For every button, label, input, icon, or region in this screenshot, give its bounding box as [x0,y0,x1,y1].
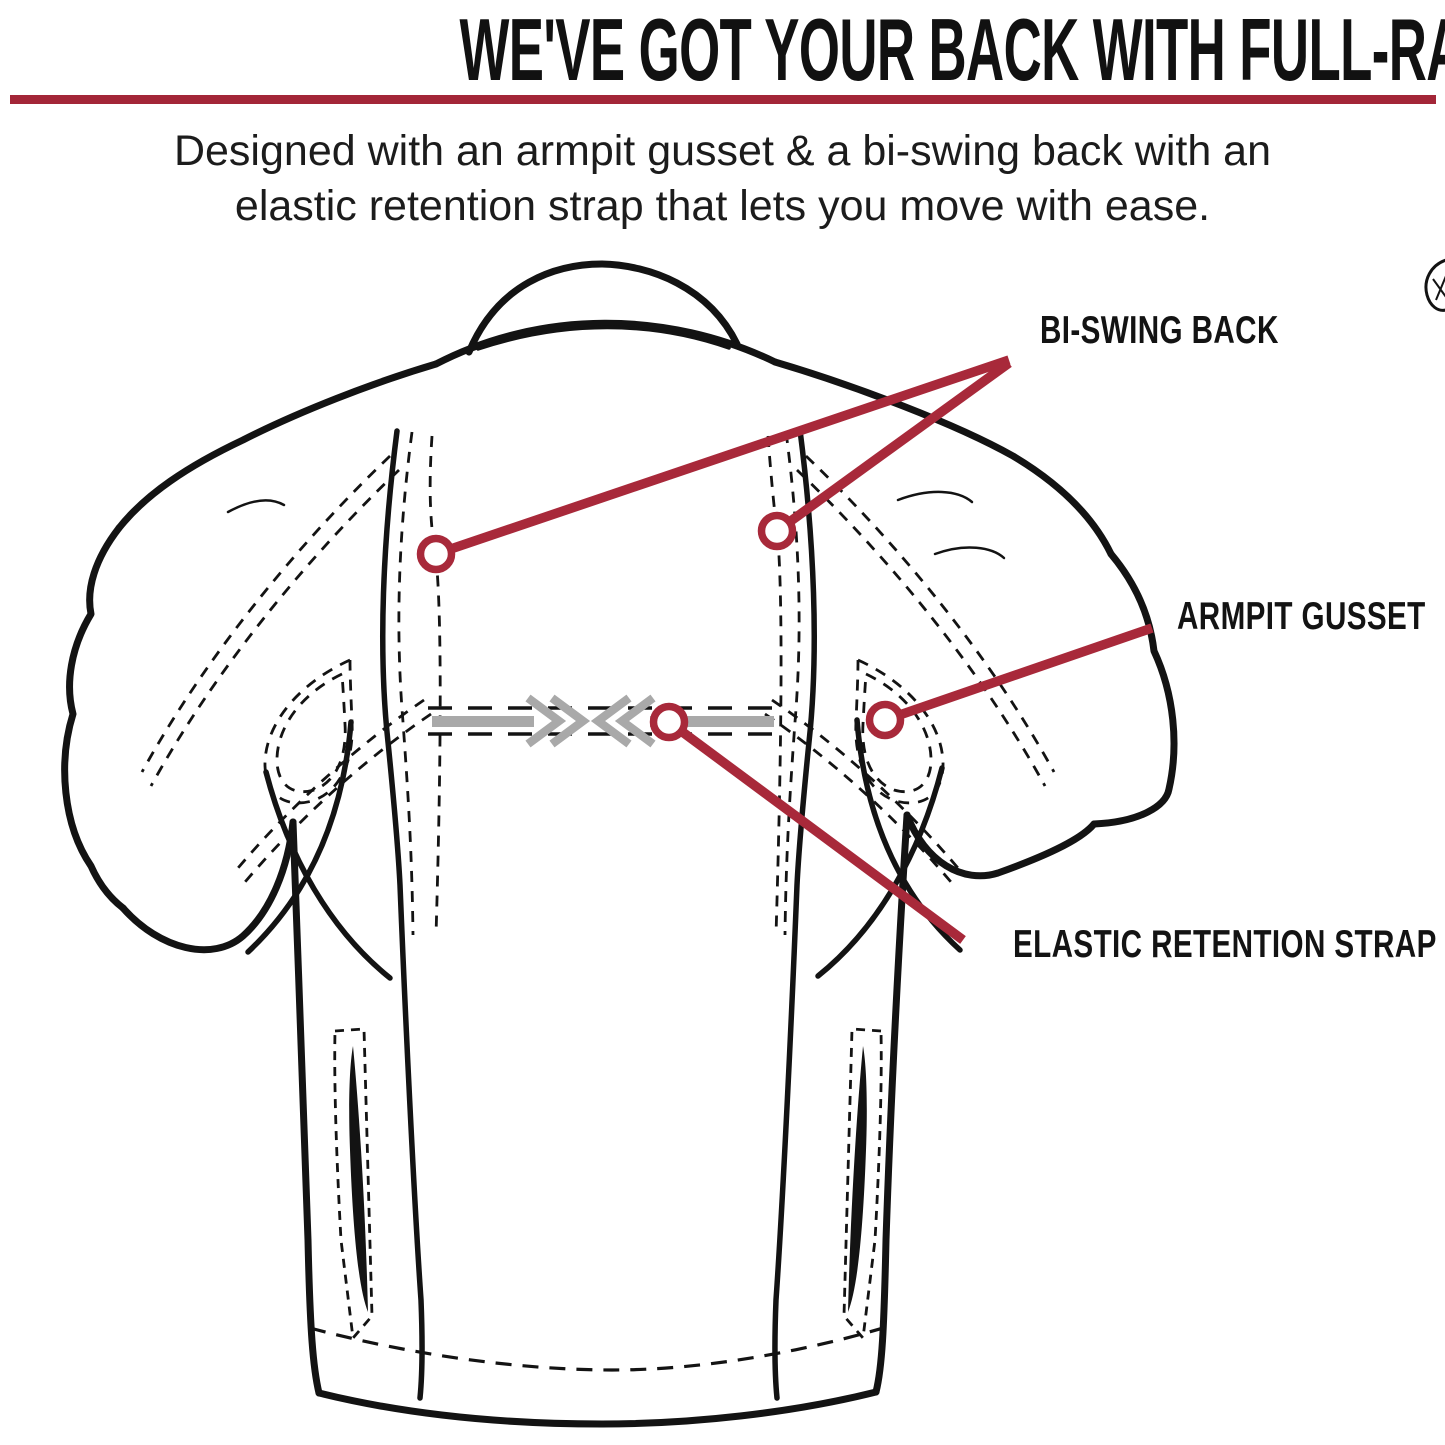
stitching-lines [140,431,1056,1372]
bottom-hem [315,1388,880,1428]
collar-outline [465,260,741,356]
subtitle-line-1: Designed with an armpit gusset & a bi-sw… [173,127,1272,175]
pocket-openings [349,1046,867,1312]
right-pleat-seam [772,427,817,1401]
right-pocket-stitching [842,1027,883,1342]
bi-swing-leader-left [434,355,1011,559]
page-title: WE'VE GOT YOUR BACK WITH FULL-RANGE MOBI… [459,0,1445,99]
stretch-arrows-icon [525,694,656,748]
hem-stitching [309,1324,891,1372]
label-bi-swing-back: BI-SWING BACK [1040,309,1279,352]
subtitle: Designed with an armpit gusset & a bi-sw… [0,124,1445,234]
right-shoulder [771,358,1115,558]
collar-inner-seam [476,325,731,351]
marker-elastic-strap [649,702,689,742]
left-shoulder [115,360,440,532]
left-sleeve-outline [61,524,127,912]
fabric-wrinkle [226,499,286,514]
marker-armpit-gusset [865,700,905,740]
red-divider-rule [10,95,1436,104]
label-armpit-gusset: ARMPIT GUSSET [1177,595,1426,638]
subtitle-line-2: elastic retention strap that lets you mo… [234,182,1211,230]
bi-swing-leader-right [774,359,1012,535]
marker-bi-swing-left [416,534,456,574]
strap-bar-left [432,716,534,727]
label-elastic-retention-strap: ELASTIC RETENTION STRAP [1013,923,1437,966]
strap-bar-right [650,716,774,727]
left-pleat-seam [380,428,425,1401]
body-right-edge [872,811,911,1396]
jacket-outline [61,260,1178,1428]
right-armpit-gusset [854,658,945,805]
left-pocket-stitching [333,1027,374,1342]
armpit-gusset-leader [883,623,1154,725]
callout-lines [434,355,1154,944]
elastic-strap-graphic [428,694,776,748]
right-sleeve-outline [1090,550,1178,828]
body-left-edge [289,818,323,1397]
elastic-strap-leader [666,718,966,944]
left-armpit-gusset [263,658,354,805]
marker-bi-swing-right [757,511,797,551]
clipped-emblem-mark [1424,258,1445,312]
right-pocket-opening [848,1046,867,1312]
left-pocket-opening [349,1046,368,1312]
callout-point-markers [416,511,905,742]
header: WE'VE GOT YOUR BACK WITH FULL-RANGE MOBI… [0,4,1445,96]
